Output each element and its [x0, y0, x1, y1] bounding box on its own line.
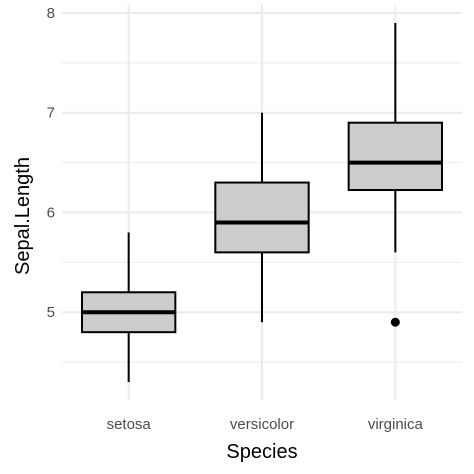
x-tick-label: versicolor	[230, 416, 294, 433]
outlier-point	[390, 317, 400, 327]
box-setosa	[81, 232, 177, 383]
y-tick-label: 6	[47, 204, 55, 221]
x-tick-label: virginica	[368, 416, 424, 433]
y-tick-label: 7	[47, 105, 55, 122]
box-virginica	[347, 22, 443, 327]
box-iqr	[214, 181, 310, 254]
box-versicolor	[214, 112, 310, 323]
x-tick-label: setosa	[107, 416, 152, 433]
y-tick-label: 8	[47, 5, 55, 22]
x-axis-title: Species	[226, 441, 297, 463]
y-tick-labels: 5 6 7 8	[47, 5, 55, 321]
y-tick-label: 5	[47, 304, 55, 321]
box-iqr	[347, 121, 443, 192]
x-tick-labels: setosa versicolor virginica	[107, 416, 424, 433]
y-axis-title: Sepal.Length	[12, 157, 34, 275]
box-series	[81, 22, 443, 383]
